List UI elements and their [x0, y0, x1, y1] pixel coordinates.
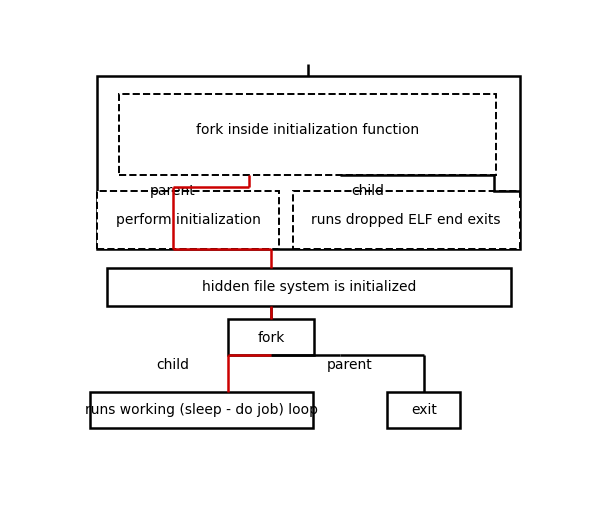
FancyBboxPatch shape [293, 190, 520, 249]
Text: parent: parent [150, 184, 196, 198]
FancyBboxPatch shape [90, 392, 313, 427]
Text: child: child [352, 184, 385, 198]
Text: fork: fork [257, 331, 285, 345]
FancyBboxPatch shape [119, 95, 496, 175]
Text: parent: parent [326, 358, 372, 372]
Text: runs working (sleep - do job) loop: runs working (sleep - do job) loop [85, 402, 318, 417]
FancyBboxPatch shape [107, 268, 511, 306]
FancyBboxPatch shape [97, 190, 278, 249]
Text: runs dropped ELF end exits: runs dropped ELF end exits [311, 213, 501, 227]
FancyBboxPatch shape [229, 319, 314, 356]
Text: child: child [156, 358, 189, 372]
Text: exit: exit [411, 402, 437, 417]
Text: perform initialization: perform initialization [116, 213, 260, 227]
Text: hidden file system is initialized: hidden file system is initialized [202, 280, 416, 294]
Text: fork inside initialization function: fork inside initialization function [196, 123, 419, 137]
FancyBboxPatch shape [97, 76, 520, 249]
FancyBboxPatch shape [388, 392, 460, 427]
